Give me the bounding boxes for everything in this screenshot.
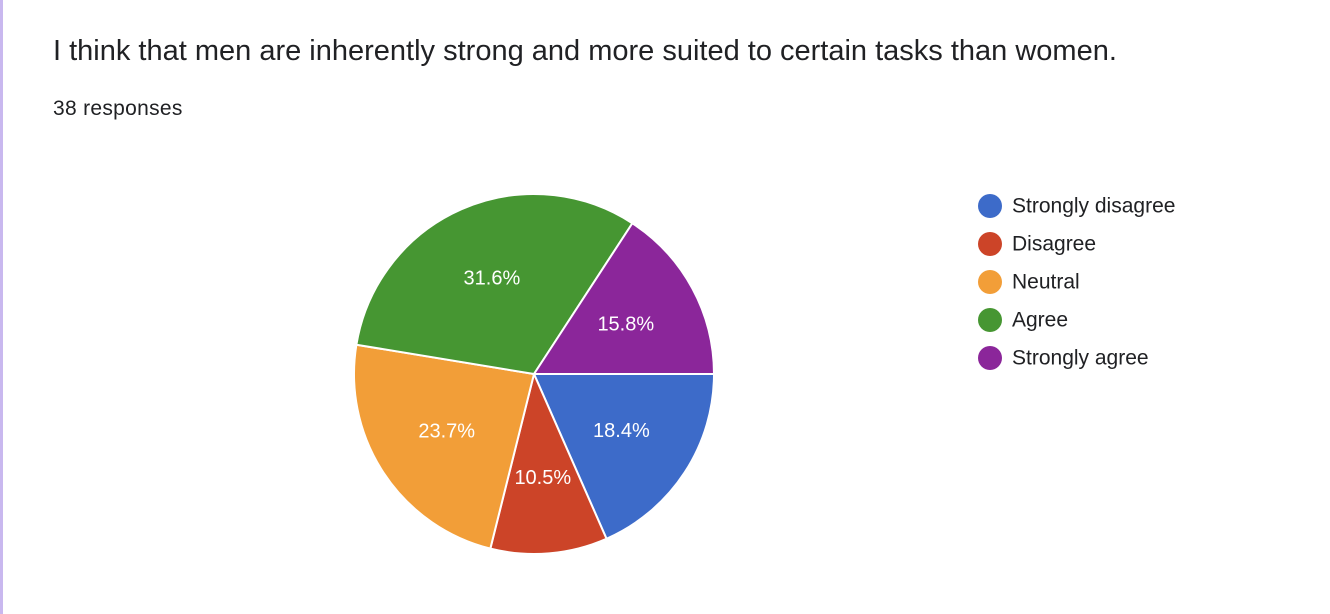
legend-swatch-strongly-disagree bbox=[978, 194, 1002, 218]
pie-slice-neutral[interactable] bbox=[353, 343, 535, 550]
pie-slices bbox=[353, 193, 715, 555]
legend-label-strongly-agree: Strongly agree bbox=[1012, 347, 1149, 370]
pie-slice-strongly-disagree[interactable] bbox=[533, 373, 715, 540]
pie-slice-disagree[interactable] bbox=[489, 373, 608, 555]
legend-label-disagree: Disagree bbox=[1012, 233, 1096, 256]
legend-item-agree[interactable]: Agree bbox=[978, 308, 1068, 332]
slice-label-strongly-agree: 15.8% bbox=[597, 313, 654, 335]
legend-swatch-disagree bbox=[978, 232, 1002, 256]
legend-label-neutral: Neutral bbox=[1012, 271, 1080, 294]
legend-item-strongly-disagree[interactable]: Strongly disagree bbox=[978, 194, 1175, 218]
question-title: I think that men are inherently strong a… bbox=[53, 35, 1117, 67]
pie-slice-labels: 18.4% 10.5% 23.7% 31.6% 15.8% bbox=[418, 267, 654, 489]
legend-item-neutral[interactable]: Neutral bbox=[978, 270, 1080, 294]
legend-label-strongly-disagree: Strongly disagree bbox=[1012, 195, 1175, 218]
slice-label-disagree: 10.5% bbox=[514, 467, 571, 489]
legend-item-disagree[interactable]: Disagree bbox=[978, 232, 1096, 256]
legend-swatch-neutral bbox=[978, 270, 1002, 294]
legend-item-strongly-agree[interactable]: Strongly agree bbox=[978, 346, 1149, 370]
slice-label-strongly-disagree: 18.4% bbox=[593, 420, 650, 442]
legend-label-agree: Agree bbox=[1012, 309, 1068, 332]
chart-legend: Strongly disagree Disagree Neutral Agree Str… bbox=[978, 194, 1175, 370]
pie-slice-agree[interactable] bbox=[355, 193, 634, 375]
card-accent-bar bbox=[0, 0, 3, 614]
legend-swatch-strongly-agree bbox=[978, 346, 1002, 370]
pie-slice-strongly-agree[interactable] bbox=[533, 222, 715, 375]
slice-label-agree: 31.6% bbox=[464, 267, 521, 289]
slice-label-neutral: 23.7% bbox=[418, 420, 475, 442]
response-count: 38 responses bbox=[53, 97, 183, 120]
legend-swatch-agree bbox=[978, 308, 1002, 332]
